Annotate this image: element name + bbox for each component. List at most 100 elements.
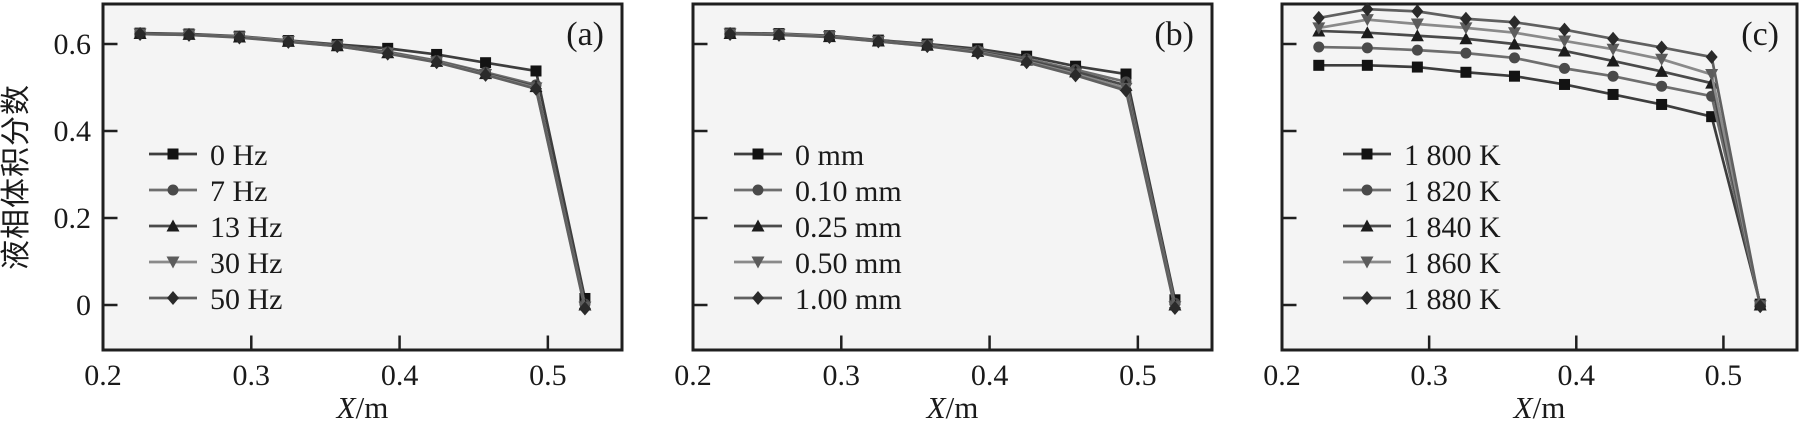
series-marker-diamond xyxy=(331,39,344,54)
series-marker-square xyxy=(1411,61,1423,73)
series-marker-triangle-up xyxy=(1655,64,1669,77)
series-marker-triangle-up xyxy=(1459,32,1473,45)
x-tick-label: 0.4 xyxy=(381,359,419,392)
series-marker-diamond xyxy=(1508,15,1521,30)
panel-c: 0.2 0.3 0.4 0.5X/m(c)1 800 K1 820 K1 840 K1… xyxy=(1263,2,1799,425)
legend-label: 0 Hz xyxy=(210,139,267,172)
series-marker-square xyxy=(431,48,443,60)
series-marker-diamond xyxy=(479,67,492,82)
series-marker-circle xyxy=(1411,44,1423,56)
x-tick-label: 0.2 xyxy=(84,359,122,392)
series-marker-diamond xyxy=(823,30,836,45)
series-marker-diamond xyxy=(1168,301,1181,316)
series-marker-square xyxy=(1706,111,1718,123)
legend-marker-triangle-down xyxy=(1360,256,1374,269)
legend-c: 1 800 K1 820 K1 840 K1 860 K1 880 K xyxy=(1343,139,1501,316)
legend-marker-diamond xyxy=(1361,291,1373,305)
panel-label-b: (b) xyxy=(1154,16,1194,53)
legend-label: 1 800 K xyxy=(1404,139,1501,172)
x-tick-label: 0.4 xyxy=(1558,359,1596,392)
x-axis-title-symbol: X xyxy=(335,390,357,425)
x-axis-title-symbol: X xyxy=(925,390,947,425)
series-marker-diamond xyxy=(381,46,394,61)
series-marker-square xyxy=(530,65,542,77)
x-axis-title-unit: /m xyxy=(356,390,389,425)
series-marker-diamond xyxy=(971,45,984,60)
legend-label: 30 Hz xyxy=(210,247,282,280)
x-tick-label: 0.3 xyxy=(823,359,861,392)
series-marker-diamond xyxy=(1312,10,1325,25)
series-marker-diamond xyxy=(1020,55,1033,70)
series-marker-circle xyxy=(1313,41,1325,53)
series-marker-square xyxy=(1508,70,1520,82)
x-axis-title-b: X/m xyxy=(925,390,979,425)
series-marker-diamond xyxy=(233,30,246,45)
legend-marker-triangle-up xyxy=(1360,219,1374,232)
series-line-b-4 xyxy=(730,32,1177,309)
series-marker-triangle-down xyxy=(1558,35,1572,48)
series-marker-diamond xyxy=(134,26,147,41)
series-marker-square xyxy=(1559,78,1571,90)
series-line-c-1 xyxy=(1318,45,1762,305)
series-marker-diamond xyxy=(1459,11,1472,26)
legend-label: 7 Hz xyxy=(210,175,267,208)
x-tick-label: 0.3 xyxy=(233,359,271,392)
plot-area-b xyxy=(693,4,1212,350)
series-marker-triangle-up xyxy=(1606,54,1620,67)
legend-marker-diamond xyxy=(752,291,764,305)
x-tick-label: 0.5 xyxy=(1119,359,1157,392)
series-marker-square xyxy=(1607,88,1619,100)
legend-label: 50 Hz xyxy=(210,283,282,316)
plot-area-a xyxy=(103,4,622,350)
legend-label: 0.25 mm xyxy=(795,211,902,244)
y-tick-label: 0.2 xyxy=(54,202,92,235)
series-marker-triangle-down xyxy=(1507,27,1521,40)
legend-marker-circle xyxy=(167,184,179,196)
series-marker-circle xyxy=(1460,47,1472,59)
series-marker-square xyxy=(1313,59,1325,71)
y-tick-label: 0.6 xyxy=(54,28,92,61)
x-tick-label: 0.4 xyxy=(971,359,1009,392)
x-tick-label: 0.2 xyxy=(1263,359,1301,392)
series-marker-diamond xyxy=(1558,22,1571,37)
series-marker-triangle-up xyxy=(1507,37,1521,50)
legend-marker-triangle-down xyxy=(166,256,180,269)
plot-frame-c xyxy=(1280,2,1799,352)
x-axis-title-unit: /m xyxy=(1533,390,1566,425)
x-axis-title-a: X/m xyxy=(335,390,389,425)
x-tick-label: 0.3 xyxy=(1410,359,1448,392)
series-marker-diamond xyxy=(1069,68,1082,83)
series-line-c-0 xyxy=(1318,63,1762,305)
series-marker-diamond xyxy=(1411,4,1424,19)
series-line-a-4 xyxy=(140,32,587,309)
series-marker-triangle-down xyxy=(1606,43,1620,56)
series-marker-diamond xyxy=(1119,83,1132,98)
series-line-c-3 xyxy=(1318,18,1762,307)
series-marker-circle xyxy=(1559,62,1571,74)
legend-label: 1 820 K xyxy=(1404,175,1501,208)
series-marker-square xyxy=(1656,98,1668,110)
series-marker-triangle-up xyxy=(1360,26,1374,39)
series-marker-square xyxy=(480,57,492,69)
series-marker-diamond xyxy=(1705,50,1718,65)
series-marker-diamond xyxy=(773,27,786,42)
series-marker-diamond xyxy=(921,39,934,54)
x-tick-label: 0.5 xyxy=(1705,359,1743,392)
legend-b: 0 mm0.10 mm0.25 mm0.50 mm1.00 mm xyxy=(734,139,902,316)
series-marker-diamond xyxy=(183,27,196,42)
series-marker-circle xyxy=(1656,80,1668,92)
series-marker-diamond xyxy=(282,34,295,49)
panel-b: 0.2 0.3 0.4 0.5 X/m (b) 0 mm0.10 mm0.25 mm0.50… xyxy=(674,2,1214,425)
series-marker-diamond xyxy=(578,301,591,316)
legend-marker-diamond xyxy=(167,291,179,305)
legend-marker-square xyxy=(752,148,764,160)
legend-marker-square xyxy=(167,148,179,160)
series-marker-triangle-down xyxy=(1410,18,1424,31)
series-marker-circle xyxy=(1607,70,1619,82)
series-marker-diamond xyxy=(1607,31,1620,46)
legend-marker-square xyxy=(1361,148,1373,160)
y-tick-label: 0.4 xyxy=(54,115,92,148)
